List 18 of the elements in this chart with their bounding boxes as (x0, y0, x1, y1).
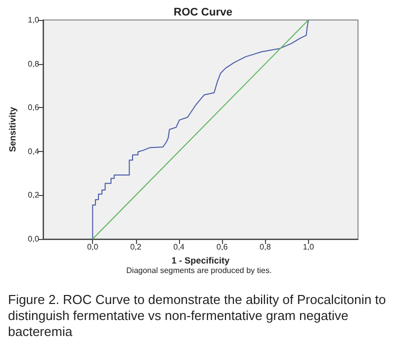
y-tick-label: 0,0 (28, 234, 40, 244)
x-tick-label: 0,2 (130, 242, 142, 252)
caption: Figure 2. ROC Curve to demonstrate the ability of Procalcitonin to distinguish fermentative vs non-fermentative gram negative bacteremia (8, 292, 387, 340)
y-tick-label: 0,2 (28, 190, 40, 200)
y-tick-label: 0,4 (28, 146, 40, 156)
x-tick-label: 1,0 (302, 242, 314, 252)
text: Diagonal segments are produced by ties. (125, 266, 273, 275)
x-tick-label: 0,4 (173, 242, 186, 252)
line-series (92, 20, 309, 240)
x-tick-label: 0,0 (87, 242, 99, 252)
chart-title: ROC Curve (174, 6, 232, 18)
x-tick-label: 0,6 (216, 242, 228, 252)
y-tick-label: 0,6 (28, 103, 40, 112)
x-axis-title: 1 - Specificity (171, 255, 230, 266)
y-tick-label: 0,8 (28, 59, 40, 68)
y-tick-label: 1,0 (28, 16, 40, 24)
x-tick-label: 0,8 (260, 242, 272, 252)
y-axis-title: Sensitivity (8, 106, 18, 152)
